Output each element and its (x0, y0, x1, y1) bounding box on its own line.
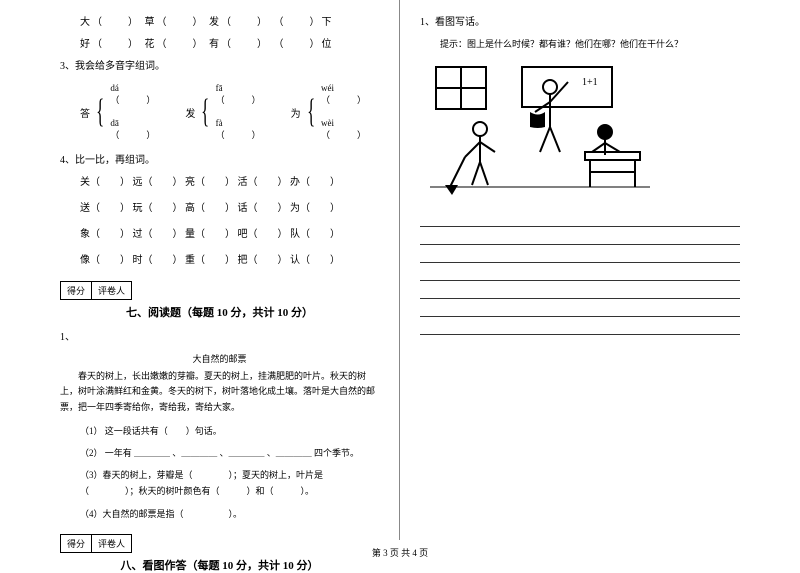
q2-r2-4: （ ）位 (274, 39, 334, 50)
r-q1-title: 1、看图写话。 (420, 15, 750, 31)
right-column: 1、看图写话。 提示：图上是什么时候？都有谁？他们在哪？他们在干什么？ 1+1 (400, 0, 800, 540)
q4r2c2: 玩（ ） (133, 203, 183, 214)
q4-title: 4、比一比，再组词。 (60, 153, 379, 169)
q4-row3: 象（ ） 过（ ） 量（ ） 吧（ ） 队（ ） (60, 227, 379, 243)
write-line[interactable] (420, 209, 740, 227)
sec7-q3: （3）春天的树上，芽瓣是（ ）；夏天的树上，叶片是（ ）；秋天的树叶颜色有（ ）… (80, 467, 379, 499)
brace-icon: { (96, 95, 104, 129)
brace-icon: { (201, 95, 209, 129)
write-line[interactable] (420, 227, 740, 245)
score-box-7: 得分 评卷人 (60, 281, 379, 300)
score-label-a: 得分 (60, 281, 92, 300)
left-column: 大（ ） 草（ ） 发（ ） （ ）下 好（ ） 花（ ） 有（ ） （ ）位 … (0, 0, 400, 540)
q4r1c2: 远（ ） (133, 177, 183, 188)
multi-3-bot: wèi（ ） (321, 118, 366, 141)
writing-lines (420, 209, 750, 335)
q4r3c3: 量（ ） (185, 229, 235, 240)
write-line[interactable] (420, 281, 740, 299)
q4r1c4: 活（ ） (238, 177, 288, 188)
q4r4c5: 认（ ） (290, 255, 340, 266)
multi-char-2: 发 (185, 105, 195, 120)
scene-illustration: 1+1 (430, 57, 650, 197)
q2-r2-1: 好（ ） (80, 39, 140, 50)
multi-2-bot: fà（ ） (216, 118, 261, 141)
multi-item-1: 答 { dá（ ） dā（ ） (80, 83, 155, 141)
q4-row1: 关（ ） 远（ ） 亮（ ） 活（ ） 办（ ） (60, 175, 379, 191)
brace-icon: { (307, 95, 315, 129)
r-q1-hint: 提示：图上是什么时候？都有谁？他们在哪？他们在干什么？ (420, 37, 750, 51)
sec7-num: 1、 (60, 330, 379, 346)
sec7-q4: （4）大自然的邮票是指（ ）。 (80, 506, 379, 522)
q2-r1-2: 草（ ） (145, 17, 205, 28)
q2-r1-1: 大（ ） (80, 17, 140, 28)
q4-row4: 像（ ） 时（ ） 重（ ） 把（ ） 认（ ） (60, 253, 379, 269)
sec7-q1: （1） 这一段话共有（ ）句话。 (80, 423, 379, 439)
brace-content-1: dá（ ） dā（ ） (110, 83, 155, 141)
section-7-title: 七、阅读题（每题 10 分，共计 10 分） (60, 304, 379, 320)
write-line[interactable] (420, 263, 740, 281)
page: 大（ ） 草（ ） 发（ ） （ ）下 好（ ） 花（ ） 有（ ） （ ）位 … (0, 0, 800, 540)
classroom-scene-svg: 1+1 (430, 57, 650, 197)
q4r4c3: 重（ ） (185, 255, 235, 266)
score-label-b: 评卷人 (92, 281, 132, 300)
q4r2c5: 为（ ） (290, 203, 340, 214)
q4r2c4: 话（ ） (238, 203, 288, 214)
multi-item-2: 发 { fā（ ） fà（ ） (185, 83, 260, 141)
q4r2c1: 送（ ） (80, 203, 130, 214)
q2-r2-2: 花（ ） (145, 39, 205, 50)
q4r3c4: 吧（ ） (238, 229, 288, 240)
multi-char-3: 为 (291, 105, 301, 120)
multi-2-top: fā（ ） (216, 83, 261, 106)
multi-item-3: 为 { wéi（ ） wèi（ ） (291, 83, 366, 141)
page-footer: 第 3 页 共 4 页 (0, 546, 800, 559)
brace-content-3: wéi（ ） wèi（ ） (321, 83, 366, 141)
passage-title: 大自然的邮票 (60, 352, 379, 365)
write-line[interactable] (420, 299, 740, 317)
sec7-q2: （2） 一年有 ＿＿＿＿ 、＿＿＿＿ 、＿＿＿＿ 、＿＿＿＿ 四个季节。 (80, 445, 379, 461)
q2-row2: 好（ ） 花（ ） 有（ ） （ ）位 (60, 37, 379, 53)
q4r2c3: 高（ ） (185, 203, 235, 214)
brace-content-2: fā（ ） fà（ ） (216, 83, 261, 141)
q4r3c2: 过（ ） (133, 229, 183, 240)
multi-pron-group: 答 { dá（ ） dā（ ） 发 { fā（ ） fà（ ） 为 { (80, 83, 379, 141)
write-line[interactable] (420, 317, 740, 335)
multi-char-1: 答 (80, 105, 90, 120)
write-line[interactable] (420, 245, 740, 263)
multi-3-top: wéi（ ） (321, 83, 366, 106)
q4-row2: 送（ ） 玩（ ） 高（ ） 话（ ） 为（ ） (60, 201, 379, 217)
multi-1-top: dá（ ） (110, 83, 155, 106)
q4r3c5: 队（ ） (290, 229, 340, 240)
q2-r1-4: （ ）下 (274, 17, 334, 28)
q2-r2-3: 有（ ） (209, 39, 269, 50)
q4r4c1: 像（ ） (80, 255, 130, 266)
q3-title: 3、我会给多音字组词。 (60, 59, 379, 75)
passage-body: 春天的树上，长出嫩嫩的芽瓣。夏天的树上，挂满肥肥的叶片。秋天的树上，树叶涂满鲜红… (60, 369, 379, 415)
q2-r1-3: 发（ ） (209, 17, 269, 28)
q4r1c1: 关（ ） (80, 177, 130, 188)
board-text: 1+1 (582, 77, 598, 88)
q4r1c3: 亮（ ） (185, 177, 235, 188)
multi-1-bot: dā（ ） (110, 118, 155, 141)
q4r4c4: 把（ ） (238, 255, 288, 266)
q2-row1: 大（ ） 草（ ） 发（ ） （ ）下 (60, 15, 379, 31)
q4r4c2: 时（ ） (133, 255, 183, 266)
q4r3c1: 象（ ） (80, 229, 130, 240)
q4r1c5: 办（ ） (290, 177, 340, 188)
